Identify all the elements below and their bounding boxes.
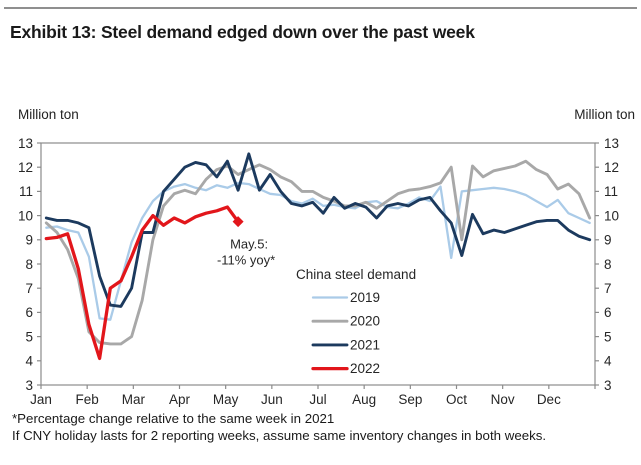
x-month-label: Aug [352,392,376,407]
y-tick-label-right: 8 [604,257,612,272]
footnote-line-1: *Percentage change relative to the same … [12,411,335,426]
series-line-2021 [44,152,592,308]
footnote-line-2: If CNY holiday lasts for 2 reporting wee… [12,428,547,443]
chart-legend: China steel demand 2019 2020 2021 2022 [296,267,416,376]
x-month-label: Sep [398,392,422,407]
y-tick-label-left: 5 [25,329,33,344]
y-tick-label-left: 9 [25,233,33,248]
x-month-label: May [213,392,239,407]
y-tick-label-left: 4 [25,354,33,369]
x-month-label: Nov [491,392,515,407]
x-month-label: Dec [537,392,561,407]
top-rule [4,7,637,9]
x-axis: Jan Feb Mar Apr May Jun Jul Aug Sep Oct Nov Dec [30,385,596,407]
y-axis-left: 13 12 11 10 9 8 7 6 5 4 3 [18,136,41,393]
series-line-2022 [44,205,240,361]
y-axis-right: 13 12 11 10 9 8 7 6 5 4 3 [595,136,619,393]
y-tick-label-right: 11 [604,184,618,199]
x-month-label: Oct [446,392,467,407]
y-tick-label-left: 12 [18,160,33,175]
annotation-line-1: May.5: [230,237,268,252]
y-tick-label-left: 6 [25,305,33,320]
annotation-line-2: -11% yoy* [217,253,275,268]
series-end-marker-2022 [232,216,244,228]
exhibit-title: Exhibit 13: Steel demand edged down over… [10,22,475,42]
y-tick-label-right: 5 [604,329,612,344]
legend-item-2019: 2019 [311,290,380,305]
series-line-2019 [45,181,591,321]
x-month-label: Jan [30,392,52,407]
x-month-label: Jun [261,392,283,407]
legend-item-2022: 2022 [311,361,380,376]
y-tick-label-left: 10 [18,208,33,223]
x-month-label: Feb [76,392,99,407]
y-axis-unit-left: Million ton [18,107,79,122]
y-tick-label-right: 3 [604,378,612,393]
y-tick-label-right: 7 [604,281,612,296]
x-month-label: Jul [309,392,326,407]
legend-label-2019: 2019 [350,290,380,305]
y-tick-label-right: 6 [604,305,612,320]
y-tick-label-left: 7 [25,281,33,296]
y-tick-label-right: 9 [604,233,612,248]
annotation-may5: May.5:-11% yoy* [217,237,275,268]
legend-label-2020: 2020 [350,314,380,329]
y-tick-label-left: 8 [25,257,33,272]
legend-label-2021: 2021 [350,337,380,352]
x-month-label: Mar [122,392,146,407]
legend-label-2022: 2022 [350,361,380,376]
y-tick-label-left: 11 [19,184,33,199]
y-tick-label-left: 13 [18,136,33,151]
legend-item-2021: 2021 [311,337,380,352]
x-month-label: Apr [169,392,191,407]
y-tick-label-right: 12 [604,160,619,175]
legend-item-2020: 2020 [311,314,380,329]
y-tick-label-left: 3 [25,378,33,393]
y-axis-unit-right: Million ton [574,107,635,122]
y-tick-label-right: 10 [604,208,619,223]
y-tick-label-right: 4 [604,354,612,369]
legend-title: China steel demand [296,267,416,282]
y-tick-label-right: 13 [604,136,619,151]
series-line-2020 [44,159,592,346]
plot-border [40,142,596,386]
